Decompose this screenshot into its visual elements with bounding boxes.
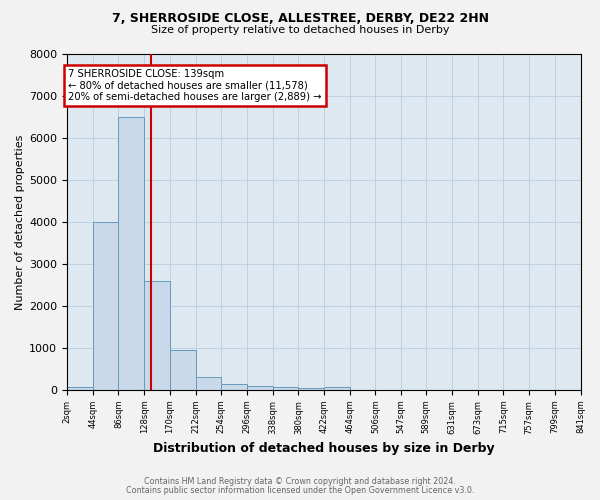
Bar bbox=[170, 350, 196, 390]
Bar bbox=[272, 386, 298, 390]
X-axis label: Distribution of detached houses by size in Derby: Distribution of detached houses by size … bbox=[153, 442, 494, 455]
Text: 7, SHERROSIDE CLOSE, ALLESTREE, DERBY, DE22 2HN: 7, SHERROSIDE CLOSE, ALLESTREE, DERBY, D… bbox=[112, 12, 488, 26]
Text: 7 SHERROSIDE CLOSE: 139sqm
← 80% of detached houses are smaller (11,578)
20% of : 7 SHERROSIDE CLOSE: 139sqm ← 80% of deta… bbox=[68, 68, 322, 102]
Bar bbox=[324, 388, 350, 390]
Text: Contains HM Land Registry data © Crown copyright and database right 2024.: Contains HM Land Registry data © Crown c… bbox=[144, 477, 456, 486]
Bar bbox=[221, 384, 247, 390]
Bar bbox=[298, 388, 324, 390]
Text: Contains public sector information licensed under the Open Government Licence v3: Contains public sector information licen… bbox=[126, 486, 474, 495]
Bar bbox=[196, 376, 221, 390]
Bar bbox=[247, 386, 272, 390]
Bar bbox=[144, 281, 170, 390]
Bar bbox=[118, 117, 144, 390]
Bar bbox=[67, 386, 93, 390]
Y-axis label: Number of detached properties: Number of detached properties bbox=[15, 134, 25, 310]
Bar bbox=[93, 222, 118, 390]
Text: Size of property relative to detached houses in Derby: Size of property relative to detached ho… bbox=[151, 25, 449, 35]
